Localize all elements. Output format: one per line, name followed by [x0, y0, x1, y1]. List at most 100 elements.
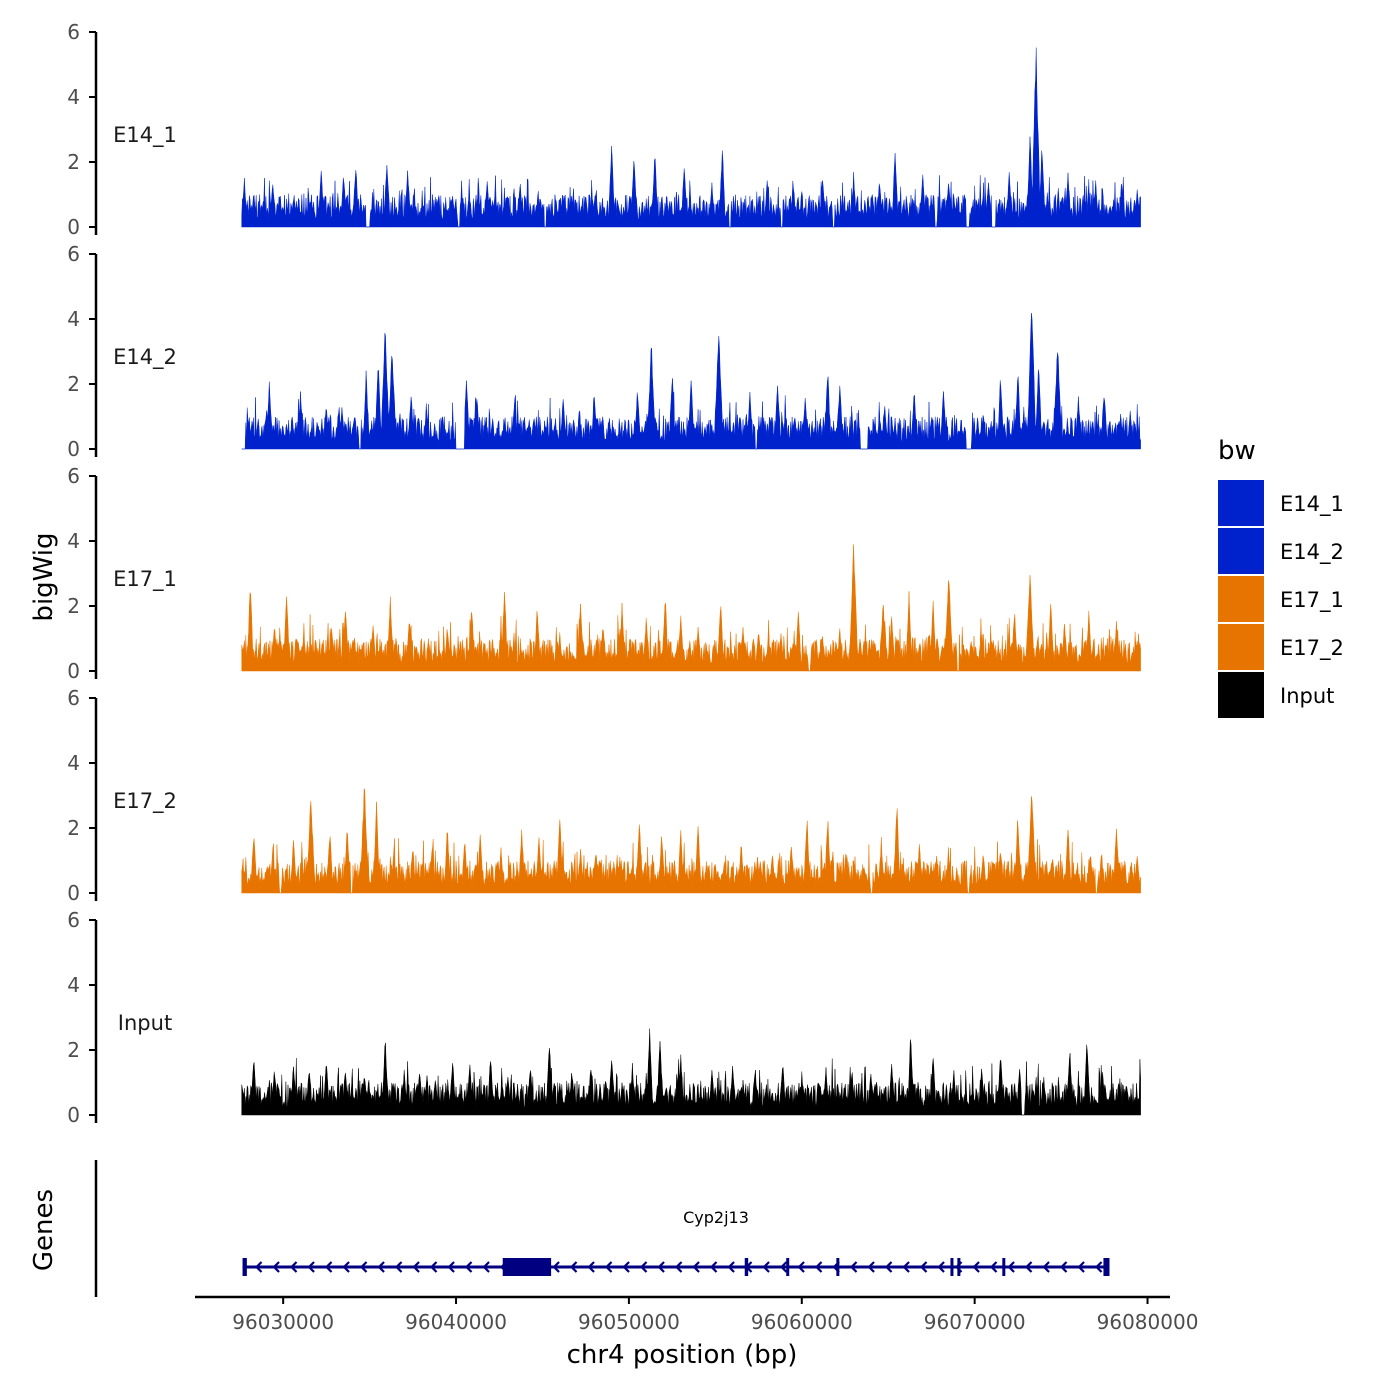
signal-area	[241, 47, 1141, 228]
strand-arrow	[937, 1261, 945, 1273]
strand-arrow	[727, 1261, 735, 1273]
track-e14-1: 0 2 4 6 E14_1	[67, 20, 1141, 239]
legend-item-e17-1: E17_1	[1218, 576, 1344, 622]
strand-arrow	[464, 1261, 473, 1273]
y-tick-label: 4	[67, 85, 80, 109]
strand-arrow	[307, 1261, 315, 1273]
legend-swatch	[1218, 672, 1264, 718]
strand-arrow	[1077, 1261, 1085, 1273]
strand-arrow	[919, 1261, 928, 1273]
y-tick-label: 2	[67, 816, 80, 840]
strand-arrow	[254, 1261, 263, 1273]
gene-exon	[1002, 1258, 1006, 1276]
track-input: 0 2 4 6 Input	[67, 908, 1141, 1127]
legend-swatch	[1218, 480, 1264, 526]
strand-arrow	[762, 1261, 770, 1273]
y-tick-label: 6	[67, 686, 80, 710]
strand-arrow	[1007, 1261, 1015, 1273]
y-axis-title: bigWig	[29, 532, 59, 621]
legend-title: bw	[1218, 436, 1256, 466]
track-label: E17_1	[113, 567, 177, 592]
strand-arrow	[814, 1261, 823, 1273]
track-e17-1: 0 2 4 6 E17_1	[67, 464, 1141, 683]
strand-arrow	[657, 1261, 665, 1273]
track-label: E17_2	[113, 789, 177, 814]
track-label: E14_1	[113, 123, 177, 148]
gene-track: Genes Cyp2j13	[29, 1160, 1110, 1297]
x-tick-label: 96060000	[751, 1310, 853, 1334]
legend-label: Input	[1280, 684, 1334, 708]
y-tick-label: 4	[67, 307, 80, 331]
legend-item-e17-2: E17_2	[1218, 624, 1344, 670]
gene-exon	[744, 1258, 749, 1276]
strand-arrow	[412, 1261, 420, 1273]
x-tick-label: 96030000	[232, 1310, 334, 1334]
signal-area	[241, 544, 1141, 672]
legend-item-input: Input	[1218, 672, 1334, 718]
strand-arrow	[359, 1261, 368, 1273]
gene-cyp2j13: Cyp2j13	[242, 1208, 1110, 1276]
y-tick-label: 0	[67, 437, 80, 461]
gene-exon	[786, 1258, 790, 1276]
strand-arrow	[779, 1261, 788, 1273]
y-tick-label: 2	[67, 150, 80, 174]
legend-swatch	[1218, 576, 1264, 622]
legend-label: E14_1	[1280, 492, 1344, 517]
strand-arrow	[902, 1261, 910, 1273]
y-tick-label: 2	[67, 594, 80, 618]
y-tick-label: 6	[67, 464, 80, 488]
legend-swatch	[1218, 528, 1264, 574]
y-tick-label: 0	[67, 881, 80, 905]
strand-arrow	[867, 1261, 875, 1273]
strand-arrow	[972, 1261, 980, 1273]
legend: bw E14_1 E14_2 E17_1 E17_2 Input	[1218, 436, 1344, 718]
gene-label: Cyp2j13	[683, 1208, 749, 1227]
gene-exon	[502, 1258, 552, 1276]
track-label: E14_2	[113, 345, 177, 370]
track-e17-2: 0 2 4 6 E17_2	[67, 686, 1141, 905]
strand-arrow	[674, 1261, 683, 1273]
strand-arrow	[989, 1261, 998, 1273]
y-tick-label: 4	[67, 751, 80, 775]
strand-arrow	[482, 1261, 490, 1273]
strand-arrow	[849, 1261, 858, 1273]
strand-arrow	[429, 1261, 438, 1273]
legend-item-e14-2: E14_2	[1218, 528, 1344, 574]
x-tick-label: 96040000	[405, 1310, 507, 1334]
strand-arrow	[569, 1261, 578, 1273]
y-tick-label: 6	[67, 20, 80, 44]
strand-arrow	[394, 1261, 403, 1273]
strand-arrow	[377, 1261, 385, 1273]
y-tick-label: 0	[67, 659, 80, 683]
x-tick-label: 96080000	[1097, 1310, 1199, 1334]
legend-label: E17_1	[1280, 588, 1344, 613]
x-axis: 96030000 96040000 96050000 96060000 96070000…	[195, 1295, 1199, 1370]
strand-arrow	[324, 1261, 333, 1273]
y-tick-label: 0	[67, 1103, 80, 1127]
y-tick-label: 2	[67, 1038, 80, 1062]
strand-arrow	[1059, 1261, 1068, 1273]
x-tick-label: 96070000	[924, 1310, 1026, 1334]
strand-arrow	[622, 1261, 630, 1273]
signal-area	[241, 313, 1141, 450]
strand-arrow	[884, 1261, 893, 1273]
strand-arrow	[342, 1261, 350, 1273]
track-e14-2: 0 2 4 6 E14_2	[67, 242, 1141, 461]
gene-exon	[836, 1258, 840, 1276]
gene-exon	[242, 1258, 247, 1276]
y-tick-label: 4	[67, 973, 80, 997]
legend-label: E17_2	[1280, 636, 1344, 661]
strand-arrow	[272, 1261, 280, 1273]
strand-arrow	[289, 1261, 298, 1273]
x-axis-title: chr4 position (bp)	[567, 1340, 798, 1370]
y-tick-label: 6	[67, 908, 80, 932]
strand-arrow	[1042, 1261, 1050, 1273]
strand-arrow	[587, 1261, 595, 1273]
strand-arrow	[797, 1261, 805, 1273]
y-tick-label: 4	[67, 529, 80, 553]
strand-arrow	[1024, 1261, 1033, 1273]
gene-exon	[1103, 1258, 1110, 1276]
signal-area	[241, 1028, 1141, 1116]
gene-exon	[957, 1258, 961, 1276]
